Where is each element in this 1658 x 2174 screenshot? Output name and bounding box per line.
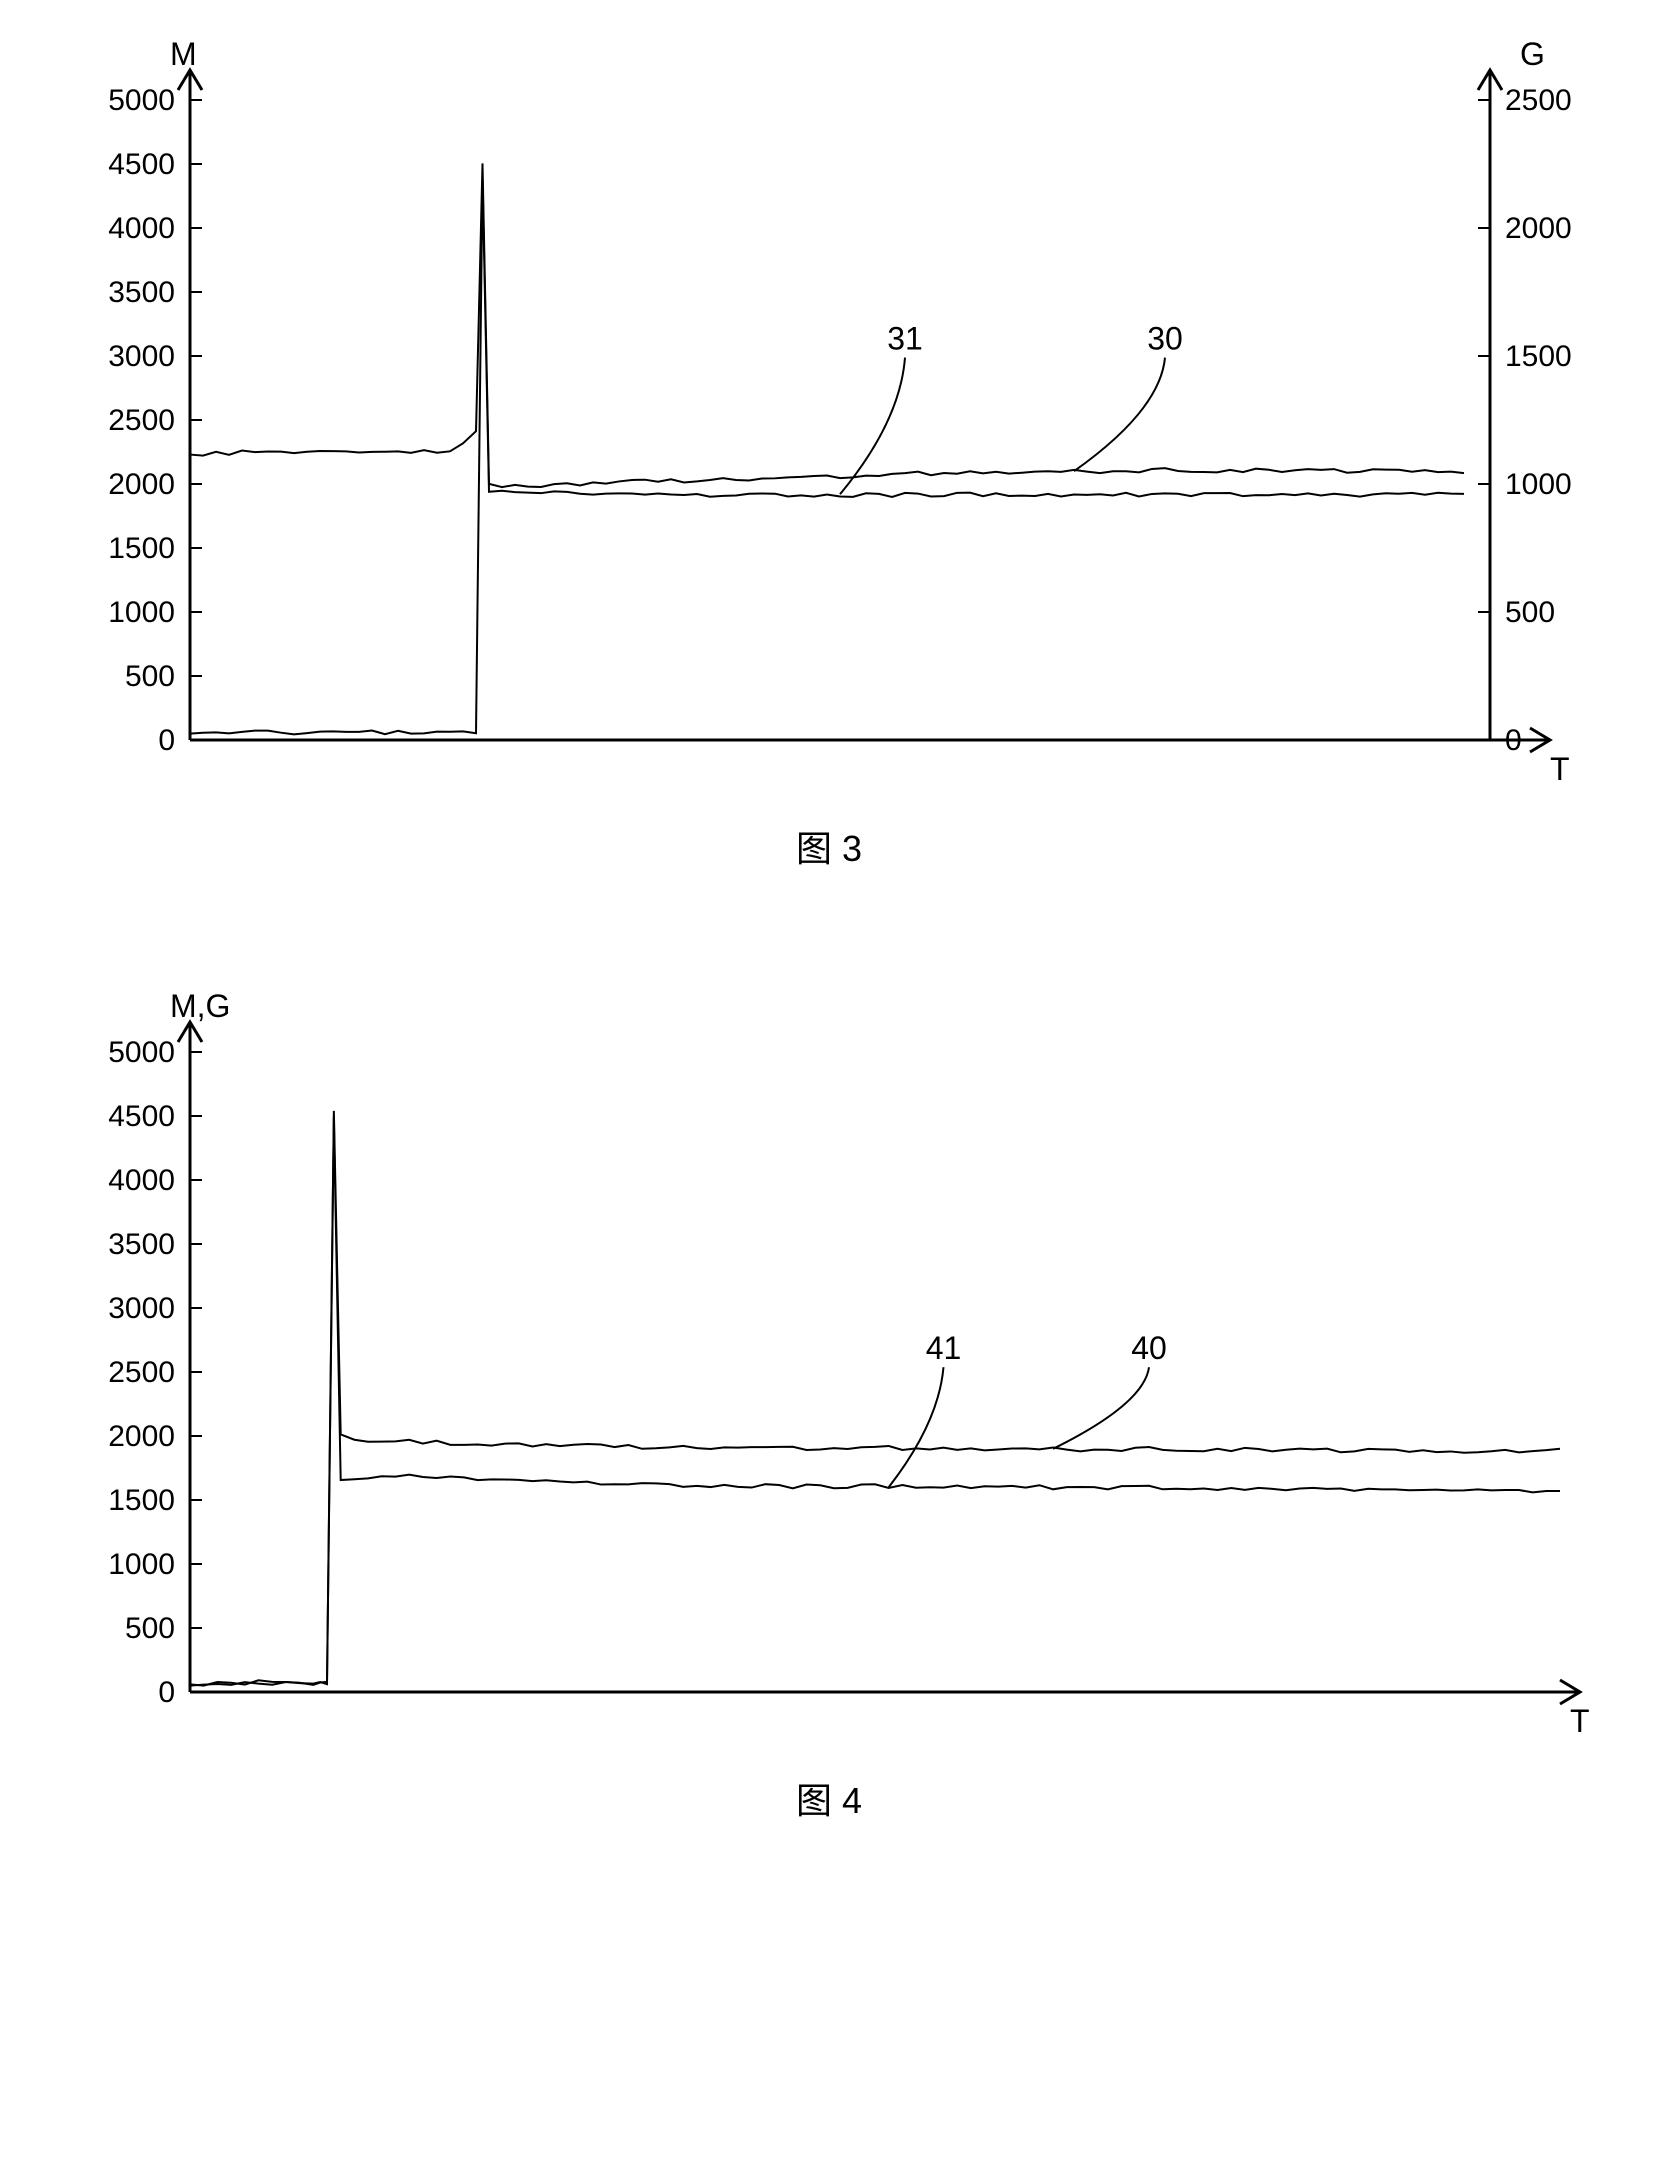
svg-text:3500: 3500 [108,1228,175,1261]
annotation-40: 40 [1131,1330,1167,1366]
svg-text:4500: 4500 [108,1100,175,1133]
svg-text:500: 500 [125,660,175,693]
annotation-41: 41 [926,1330,962,1366]
svg-text:2500: 2500 [108,1356,175,1389]
series-41 [190,1117,1560,1686]
chart-4-caption: 图 4 [30,1772,1628,1824]
svg-text:T: T [1550,751,1570,787]
svg-text:M,G: M,G [170,992,230,1024]
svg-text:2000: 2000 [108,468,175,501]
chart-3-caption: 图 3 [30,820,1628,872]
svg-text:1500: 1500 [108,532,175,565]
annotation-31: 31 [887,321,923,357]
svg-text:2000: 2000 [1505,212,1572,245]
svg-text:5000: 5000 [108,84,175,117]
svg-text:4000: 4000 [108,212,175,245]
svg-text:G: G [1520,40,1545,72]
svg-text:0: 0 [158,1676,175,1709]
svg-text:2500: 2500 [108,404,175,437]
svg-text:1000: 1000 [1505,468,1572,501]
svg-text:3000: 3000 [108,340,175,373]
chart-4-svg: 0 500 1000 1500 2000 2500 3000 3500 4000 4500 5000… [30,992,1590,1752]
svg-text:T: T [1570,1703,1590,1739]
series-31 [190,176,1464,734]
series-40 [190,1111,1560,1686]
svg-text:5000: 5000 [108,1036,175,1069]
svg-text:1000: 1000 [108,596,175,629]
chart-3-svg: 0500100015002000250030003500400045005000… [30,40,1590,800]
svg-text:2000: 2000 [108,1420,175,1453]
svg-text:500: 500 [125,1612,175,1645]
svg-text:1500: 1500 [108,1484,175,1517]
svg-text:3500: 3500 [108,276,175,309]
svg-text:4000: 4000 [108,1164,175,1197]
svg-text:1500: 1500 [1505,340,1572,373]
svg-text:0: 0 [158,724,175,757]
chart-4-container: 0 500 1000 1500 2000 2500 3000 3500 4000 4500 5000… [30,992,1628,1824]
chart-3-container: 0500100015002000250030003500400045005000… [30,40,1628,872]
svg-text:4500: 4500 [108,148,175,181]
svg-text:500: 500 [1505,596,1555,629]
svg-text:0: 0 [1505,724,1522,757]
svg-text:M: M [170,40,197,72]
series-30 [190,163,1464,487]
svg-text:2500: 2500 [1505,84,1572,117]
svg-text:3000: 3000 [108,1292,175,1325]
svg-text:1000: 1000 [108,1548,175,1581]
annotation-30: 30 [1147,321,1183,357]
